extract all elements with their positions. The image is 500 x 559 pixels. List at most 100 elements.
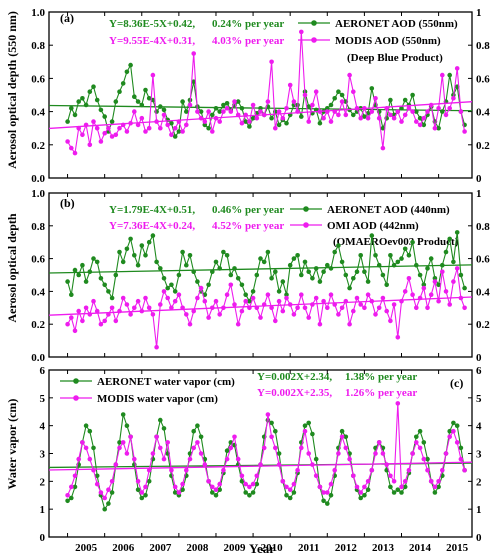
panel-c-series-magenta-point (451, 428, 456, 434)
panel-a-series-magenta-point (365, 115, 371, 121)
panel-b-series-magenta-point (191, 308, 196, 314)
panel-a-series-magenta-point (325, 109, 330, 114)
panel-a-series-green-point (143, 87, 148, 93)
panel-a-series-magenta-point (321, 115, 326, 121)
panel-a-series-magenta-point (124, 129, 130, 134)
panel-c-series-magenta-point (380, 451, 386, 456)
panel-c-series-green-point (87, 428, 93, 434)
panel-b-trend-magenta (48, 296, 473, 316)
panel-b-series-magenta-point (187, 321, 193, 327)
panel-b-series-magenta-point (235, 321, 241, 327)
panel-a-ytick-label: 0.8 (31, 40, 45, 52)
panel-c-series-green-point (287, 495, 293, 501)
panel-c-series-magenta-point (358, 490, 364, 495)
panel-c-series-magenta-point (191, 445, 196, 451)
panel-a-series-magenta-point (187, 102, 193, 108)
panel-b-series-magenta-point (388, 318, 393, 324)
panel-a: Aerosol optical depth (550 nm) (a) Y=8.3… (5, 11, 458, 169)
panel-b-series-magenta-point (76, 308, 81, 314)
panel-c-series-magenta-point (224, 456, 230, 462)
panel-a-series-magenta-point (135, 122, 141, 128)
panel-c-series-magenta-point (399, 484, 404, 490)
panel-b-series-green-point (362, 269, 367, 275)
panel-a-series-magenta-point (202, 119, 208, 124)
panel-b-series-magenta-point (406, 276, 412, 281)
panel-b-series-magenta-point (421, 285, 427, 291)
panel-c-series-green-point (302, 423, 308, 429)
panel-a-series-magenta-point (69, 145, 74, 151)
panel-a-series-magenta-point (451, 96, 456, 101)
panel-c-series-green-point (94, 473, 100, 479)
panel-c-series-magenta-point (273, 445, 278, 451)
panel-a-series-magenta-point (247, 119, 252, 124)
panel-a-series-magenta-point (80, 132, 85, 138)
panel-b-series-magenta-point (132, 305, 137, 311)
panel-c-series-green-point (135, 487, 141, 493)
panel-a-ytick-label-right: 1 (476, 7, 482, 19)
panel-c-series-green-point (358, 495, 364, 501)
panel-a-series-magenta-point (102, 130, 107, 136)
panel-c-ytick-label-right: 2 (476, 476, 482, 488)
panel-b-series-magenta-point (265, 292, 271, 298)
panel-b-series-magenta-point (232, 302, 237, 307)
panel-a-series-green-point (221, 102, 226, 108)
panel-b-series-green-point (317, 279, 323, 284)
panel-c-series-magenta-point (402, 479, 408, 484)
panel-b-series-green-point (388, 253, 393, 258)
panel-b-series-green-point (321, 269, 326, 275)
panel-b-ytick-label: 0.0 (31, 352, 45, 364)
panel-c-series-magenta-point (80, 440, 85, 445)
panel-b-series-green-point (428, 256, 434, 261)
panel-c-series-magenta-point (187, 456, 193, 462)
panel-a-rate1: 0.24% per year (212, 18, 284, 30)
panel-c-series-magenta-point (406, 467, 412, 473)
panel-c-plot: 0 0 1 1 2 2 3 3 4 4 5 5 6 6 2005 2006 2007 2008 2009 2010 20… (40, 365, 483, 554)
panel-b-series-magenta-point (124, 302, 130, 307)
panel-a-ytick-label: 0.6 (31, 73, 45, 85)
panel-b-series-magenta-point (228, 282, 234, 288)
panel-c-series-green-point (198, 434, 204, 440)
panel-c-series-magenta-point (325, 490, 330, 495)
panel-c-series-green-point (224, 448, 230, 454)
panel-b-series-magenta-point (402, 289, 408, 294)
panel-a-series-green-point (306, 104, 312, 109)
panel-a-series-green-point (161, 107, 167, 113)
panel-b-series-green-point (425, 266, 430, 271)
panel-a-series-magenta-point (132, 109, 137, 114)
panel-c-series-magenta-point (120, 440, 126, 445)
panel-c-series-green-point (362, 493, 367, 498)
panel-b-series-green-point (187, 253, 193, 258)
panel-a-series-magenta-point (180, 129, 185, 134)
panel-a-series-magenta-point (310, 102, 315, 108)
panel-b-series-magenta-point (373, 312, 378, 317)
panel-a-series-magenta-point (351, 89, 356, 94)
panel-a-series-magenta-point (158, 125, 163, 131)
panel-c-legend-marker-green (73, 378, 79, 384)
panel-c-series-magenta-point (132, 456, 137, 462)
panel-a-series-magenta-point (421, 115, 427, 121)
panel-b-series-magenta-point (109, 305, 115, 311)
panel-a-trend-green (48, 104, 473, 112)
panel-c-legend2: MODIS water vapor (cm) (97, 393, 218, 405)
panel-c-series-magenta-point (410, 451, 415, 456)
panel-a-eq2: Y=9.55E-4X+0.31, (109, 35, 195, 47)
panel-a-series-magenta-point (447, 106, 453, 111)
panel-b-ytick-label: 0.2 (31, 319, 45, 331)
panel-a-series-magenta-point (239, 120, 245, 126)
panel-c-series-magenta-point (336, 451, 341, 456)
panel-b-series-magenta-point (391, 302, 397, 307)
panel-a-series-green-point (217, 109, 222, 114)
panel-a-series-magenta-point (206, 109, 211, 114)
panel-a-series-magenta-point (139, 115, 145, 121)
panel-b-series-green-point (176, 272, 182, 278)
panel-a-series-magenta-point (195, 109, 200, 114)
panel-c-series-green-point (343, 434, 349, 440)
panel-c-rate1: 1.38% per year (345, 371, 417, 383)
panel-b-series-green-point (291, 256, 297, 261)
panel-c-series-green-point (276, 451, 282, 456)
panel-b-series-magenta-point (213, 298, 219, 304)
panel-b-ylabel: Aerosol optical depth (5, 213, 19, 322)
panel-a-legend-note: (Deep Blue Product) (347, 52, 443, 64)
panel-b-series-green-point (221, 249, 226, 255)
panel-c-series-magenta-point (65, 493, 70, 498)
